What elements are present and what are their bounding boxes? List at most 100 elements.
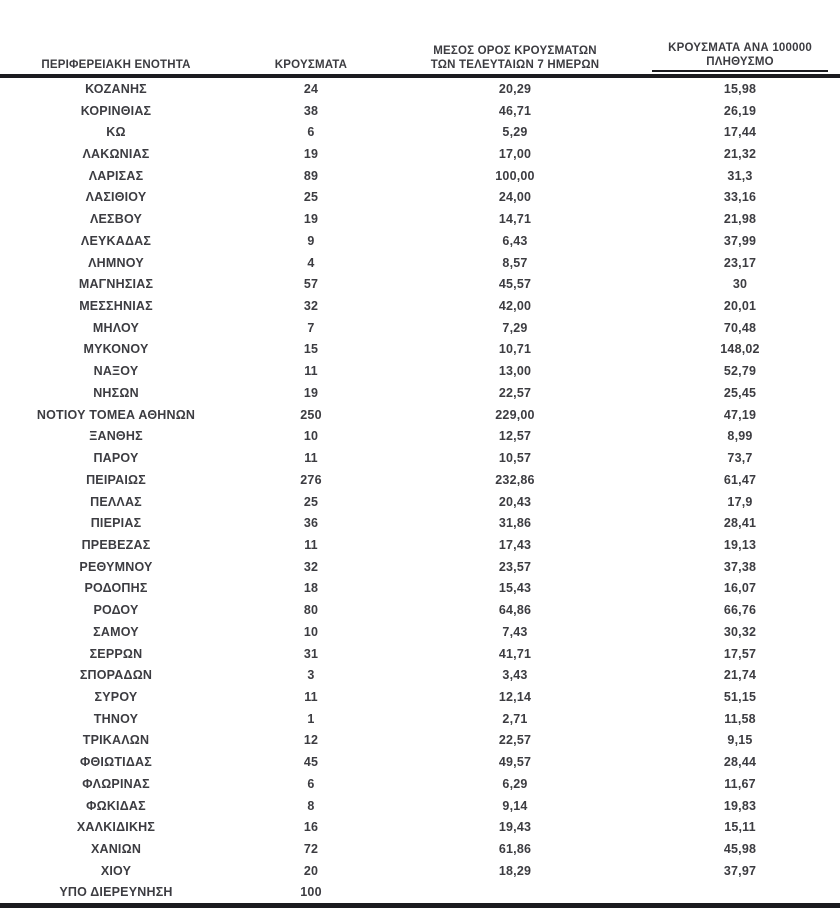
avg7-cell: 13,00 <box>498 364 532 379</box>
per100k-cell: 73,7 <box>727 451 753 466</box>
region-cell: ΤΡΙΚΑΛΩΝ <box>82 733 150 748</box>
avg7-cell: 45,57 <box>498 277 532 292</box>
region-cell: ΛΕΥΚΑΔΑΣ <box>80 233 152 248</box>
avg7-cell: 12,57 <box>498 429 532 444</box>
cases-cell: 11 <box>304 689 318 704</box>
region-cell: ΛΗΜΝΟΥ <box>88 255 144 270</box>
table-row: ΛΑΣΙΘΙΟΥ 25 24,00 33,16 <box>0 187 840 209</box>
per100k-cell: 26,19 <box>723 103 757 118</box>
table-row: ΛΑΚΩΝΙΑΣ 19 17,00 21,32 <box>0 143 840 165</box>
table-row: ΡΟΔΟΥ 80 64,86 66,76 <box>0 599 840 621</box>
cases-cell: 11 <box>304 364 318 379</box>
region-cell: ΡΟΔΟΠΗΣ <box>84 581 148 596</box>
column-header-avg7: ΜΕΣΟΣ ΟΡΟΣ ΚΡΟΥΣΜΑΤΩΝ ΤΩΝ ΤΕΛΕΥΤΑΙΩΝ 7 Η… <box>390 45 640 74</box>
table-row: ΛΑΡΙΣΑΣ 89 100,00 31,3 <box>0 165 840 187</box>
table-row: ΦΘΙΩΤΙΔΑΣ 45 49,57 28,44 <box>0 751 840 773</box>
avg7-cell: 41,71 <box>498 646 532 661</box>
cases-cell: 36 <box>303 516 319 531</box>
per100k-cell: 30 <box>732 277 748 292</box>
cases-cell: 32 <box>303 299 319 314</box>
avg7-cell: 49,57 <box>498 755 532 770</box>
avg7-cell: 5,29 <box>502 125 528 140</box>
column-header-region-label: ΠΕΡΙΦΕΡΕΙΑΚΗ ΕΝΟΤΗΤΑ <box>41 58 191 71</box>
avg7-cell: 6,29 <box>502 776 528 791</box>
per100k-cell: 37,99 <box>723 233 757 248</box>
avg7-cell: 17,43 <box>498 537 532 552</box>
table-row: ΠΙΕΡΙΑΣ 36 31,86 28,41 <box>0 512 840 534</box>
avg7-cell: 14,71 <box>498 212 532 227</box>
cases-cell: 8 <box>307 798 315 813</box>
region-cell: ΠΕΙΡΑΙΩΣ <box>86 472 146 487</box>
per100k-cell: 19,83 <box>723 798 757 813</box>
region-cell: ΠΙΕΡΙΑΣ <box>90 516 142 531</box>
region-cell: ΝΟΤΙΟΥ ΤΟΜΕΑ ΑΘΗΝΩΝ <box>36 407 196 422</box>
region-cell: ΦΛΩΡΙΝΑΣ <box>82 776 150 791</box>
region-cell: ΝΗΣΩΝ <box>93 385 139 400</box>
cases-cell: 11 <box>304 451 318 466</box>
table-row: ΧΙΟΥ 20 18,29 37,97 <box>0 860 840 882</box>
per100k-cell: 21,74 <box>723 668 757 683</box>
avg7-cell: 20,29 <box>498 81 532 96</box>
cases-cell: 276 <box>300 472 322 487</box>
avg7-cell: 23,57 <box>498 559 532 574</box>
cases-cell: 25 <box>303 494 319 509</box>
table-row: ΣΕΡΡΩΝ 31 41,71 17,57 <box>0 643 840 665</box>
table-row: ΠΡΕΒΕΖΑΣ 11 17,43 19,13 <box>0 534 840 556</box>
cases-cell: 10 <box>303 429 319 444</box>
avg7-cell: 7,43 <box>502 624 528 639</box>
per100k-cell: 9,15 <box>727 733 753 748</box>
table-row: ΠΑΡΟΥ 11 10,57 73,7 <box>0 447 840 469</box>
table-row: ΧΑΝΙΩΝ 72 61,86 45,98 <box>0 838 840 860</box>
per100k-cell: 11,58 <box>724 711 756 726</box>
region-cell: ΣΕΡΡΩΝ <box>89 646 143 661</box>
per100k-cell: 51,15 <box>723 689 757 704</box>
avg7-cell: 2,71 <box>502 711 528 726</box>
per100k-cell: 30,32 <box>723 624 757 639</box>
per100k-cell: 61,47 <box>723 472 757 487</box>
region-cell: ΣΠΟΡΑΔΩΝ <box>79 668 153 683</box>
per100k-cell: 31,3 <box>727 168 753 183</box>
column-header-per100k: ΚΡΟΥΣΜΑΤΑ ΑΝΑ 100000 ΠΛΗΘΥΣΜΟ <box>640 42 840 74</box>
cases-cell: 80 <box>303 603 319 618</box>
per100k-cell: 8,99 <box>727 429 753 444</box>
region-cell: ΤΗΝΟΥ <box>93 711 139 726</box>
region-cell: ΜΥΚΟΝΟΥ <box>83 342 149 357</box>
per100k-cell: 66,76 <box>723 603 757 618</box>
region-cell: ΛΕΣΒΟΥ <box>89 212 143 227</box>
table-row: ΤΗΝΟΥ 1 2,71 11,58 <box>0 708 840 730</box>
region-cell: ΡΟΔΟΥ <box>93 603 139 618</box>
table-row: ΡΟΔΟΠΗΣ 18 15,43 16,07 <box>0 578 840 600</box>
per100k-cell: 28,41 <box>723 516 757 531</box>
per100k-cell: 37,97 <box>723 863 757 878</box>
avg7-cell: 232,86 <box>495 472 535 487</box>
per100k-cell: 28,44 <box>723 755 757 770</box>
cases-cell: 250 <box>300 407 322 422</box>
per100k-cell: 45,98 <box>723 842 757 857</box>
region-cell: ΚΟΡΙΝΘΙΑΣ <box>80 103 152 118</box>
region-cell: ΛΑΚΩΝΙΑΣ <box>82 147 150 162</box>
per100k-cell: 20,01 <box>723 299 757 314</box>
region-cell: ΛΑΣΙΘΙΟΥ <box>85 190 147 205</box>
cases-cell: 16 <box>303 820 319 835</box>
avg7-cell: 100,00 <box>495 168 535 183</box>
avg7-cell: 20,43 <box>498 494 532 509</box>
avg7-cell: 18,29 <box>498 863 532 878</box>
cases-cell: 1 <box>307 711 315 726</box>
table-row: ΞΑΝΘΗΣ 10 12,57 8,99 <box>0 426 840 448</box>
table-row: ΚΩ 6 5,29 17,44 <box>0 121 840 143</box>
cases-cell: 18 <box>303 581 319 596</box>
cases-cell: 45 <box>303 755 319 770</box>
region-cell: ΧΑΛΚΙΔΙΚΗΣ <box>76 820 156 835</box>
avg7-cell: 9,14 <box>502 798 528 813</box>
region-cell: ΜΕΣΣΗΝΙΑΣ <box>79 299 153 314</box>
avg7-cell: 10,71 <box>498 342 532 357</box>
avg7-cell: 46,71 <box>498 103 532 118</box>
per100k-cell: 70,48 <box>723 320 757 335</box>
avg7-cell: 22,57 <box>498 733 532 748</box>
table-row: ΧΑΛΚΙΔΙΚΗΣ 16 19,43 15,11 <box>0 816 840 838</box>
per100k-cell: 37,38 <box>723 559 757 574</box>
table-row: ΠΕΙΡΑΙΩΣ 276 232,86 61,47 <box>0 469 840 491</box>
table-row: ΝΗΣΩΝ 19 22,57 25,45 <box>0 382 840 404</box>
avg7-cell: 8,57 <box>502 255 528 270</box>
